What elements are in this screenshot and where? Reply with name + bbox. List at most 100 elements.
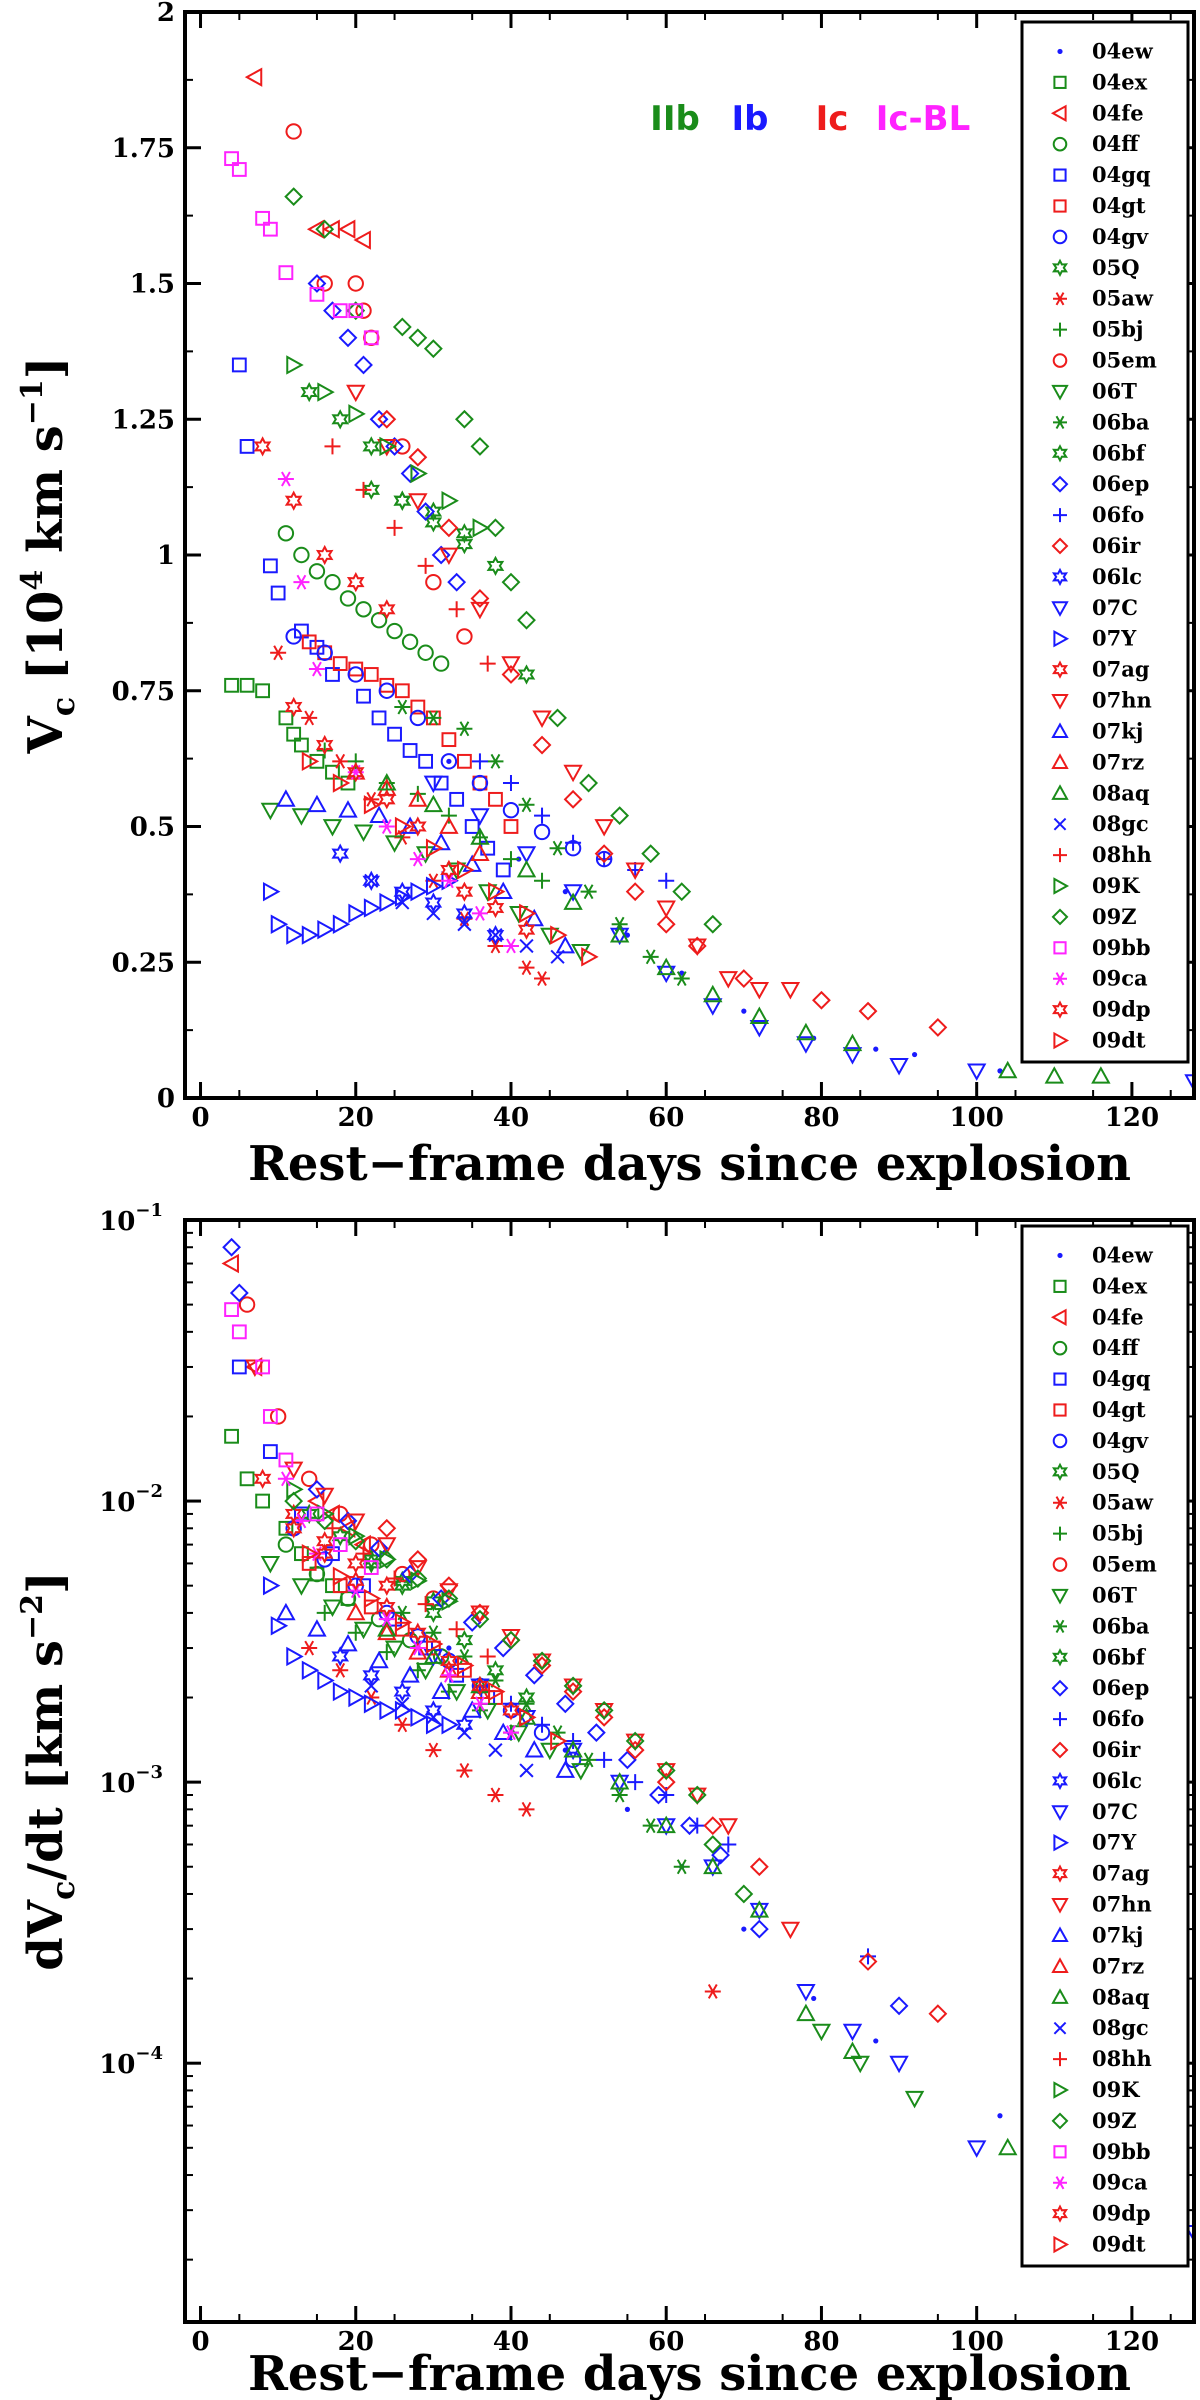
- point-09Z-9: [563, 1676, 583, 1696]
- point-04ex-4: [294, 1546, 309, 1562]
- series-06ba: [394, 699, 690, 986]
- point-05aw-5: [456, 1763, 473, 1778]
- point-04ew-0: [446, 1645, 452, 1651]
- point-09ca-8: [502, 938, 519, 954]
- point-04gv-1: [316, 1551, 333, 1568]
- point-06ir-7: [594, 844, 614, 864]
- point-06T-7: [478, 884, 498, 902]
- point-09ca-5: [409, 851, 426, 867]
- point-06ep-1: [323, 301, 342, 321]
- point-08hh-3: [417, 1596, 434, 1613]
- point-04ff-1: [293, 546, 310, 564]
- point-04fe-1: [244, 1357, 263, 1377]
- point-07C-12: [1184, 2225, 1194, 2243]
- point-08gc-3: [457, 917, 472, 932]
- point-08aq-1: [423, 794, 444, 813]
- point-07C-7: [749, 1020, 770, 1038]
- point-04ex-1: [239, 677, 255, 693]
- point-09dt-3: [394, 1612, 413, 1633]
- point-08aq-8: [749, 1006, 770, 1024]
- point-08aq-3: [516, 859, 537, 878]
- point-06T-2: [322, 1599, 343, 1618]
- point-09dt-8: [550, 1731, 568, 1751]
- point-04ex-4: [286, 726, 302, 742]
- series-06ep: [307, 274, 467, 592]
- point-09K-4: [410, 463, 428, 484]
- point-08hh-4: [448, 601, 465, 618]
- legend-marker: [1050, 1308, 1067, 1326]
- point-09dt-6: [488, 881, 506, 902]
- point-05aw-8: [704, 1983, 721, 1999]
- point-06lc-0: [331, 1646, 350, 1667]
- point-05em-6: [425, 573, 442, 591]
- point-07kj-0: [276, 789, 296, 807]
- point-07hn-4: [470, 601, 490, 620]
- point-05bj-6: [502, 851, 519, 868]
- point-06fo-1: [502, 775, 519, 792]
- point-08hh-2: [386, 1570, 403, 1587]
- point-09dp-8: [517, 919, 536, 940]
- point-04gq-7: [356, 688, 371, 704]
- point-06fo-3: [565, 834, 582, 851]
- point-04gt-2: [332, 656, 348, 672]
- point-07Y-8: [379, 892, 397, 913]
- legend-label: 09dt: [1092, 2232, 1146, 2257]
- point-09dp-2: [346, 1570, 365, 1592]
- point-06T-3: [353, 824, 374, 842]
- legend-marker: [1052, 136, 1068, 152]
- point-09bb-3: [262, 1409, 278, 1424]
- legend-marker: [1057, 1252, 1063, 1259]
- legend-marker: [1053, 1526, 1067, 1541]
- legend-marker: [1053, 75, 1067, 89]
- point-06fo-2: [534, 807, 551, 824]
- point-04gt-6: [394, 683, 410, 699]
- point-06ir-5: [532, 735, 552, 755]
- point-04gv-8: [533, 823, 551, 841]
- point-04gv-4: [409, 709, 427, 727]
- point-05Q-2: [424, 501, 443, 522]
- point-09dt-4: [425, 838, 444, 858]
- point-09Z-5: [423, 339, 443, 359]
- point-06ir-1: [408, 447, 428, 467]
- point-09dt-5: [457, 1655, 475, 1676]
- x-tick-label: 60: [648, 2327, 684, 2357]
- point-08gc-3: [457, 1725, 472, 1740]
- point-06ba-2: [456, 1648, 473, 1664]
- series-06ep: [222, 1237, 909, 2016]
- legend-label: 07rz: [1092, 749, 1144, 774]
- point-09Z-3: [392, 317, 412, 337]
- series-08hh: [324, 438, 496, 672]
- point-04gq-8: [371, 710, 387, 726]
- point-07kj-3: [369, 805, 389, 824]
- point-06ba-8: [642, 1818, 659, 1834]
- series-09dp: [284, 696, 536, 940]
- point-04gv-0: [285, 628, 302, 645]
- point-06ep-13: [649, 1785, 668, 1805]
- point-06ir-6: [563, 789, 583, 809]
- y-tick-label: 10−1: [99, 1200, 163, 1237]
- point-07kj-8: [524, 1740, 544, 1758]
- legend-marker: [1051, 258, 1069, 277]
- point-09dt-3: [394, 816, 413, 837]
- point-09dp-4: [409, 1622, 427, 1643]
- series-09bb: [224, 1302, 379, 1575]
- point-04ff-4: [339, 590, 357, 607]
- point-07ag-3: [346, 1553, 365, 1574]
- point-09dp-2: [346, 762, 365, 783]
- x-tick-label: 120: [1105, 1103, 1159, 1133]
- point-07C-1: [470, 808, 490, 826]
- point-09bb-4: [278, 265, 294, 281]
- point-08aq-7: [703, 1856, 723, 1875]
- point-09Z-16: [703, 914, 723, 934]
- point-05em-1: [269, 1408, 287, 1425]
- point-08gc-4: [488, 1742, 503, 1758]
- legend-label: 07kj: [1092, 718, 1143, 743]
- point-09ca-7: [471, 905, 488, 921]
- legend-label: 08aq: [1092, 780, 1150, 805]
- point-08aq-6: [656, 957, 676, 976]
- legend-marker: [1051, 384, 1069, 401]
- point-05bj-0: [316, 742, 333, 759]
- point-04ex-1: [239, 1471, 255, 1487]
- legend-label: 06bf: [1092, 1644, 1147, 1669]
- legend-marker: [1051, 1988, 1069, 2004]
